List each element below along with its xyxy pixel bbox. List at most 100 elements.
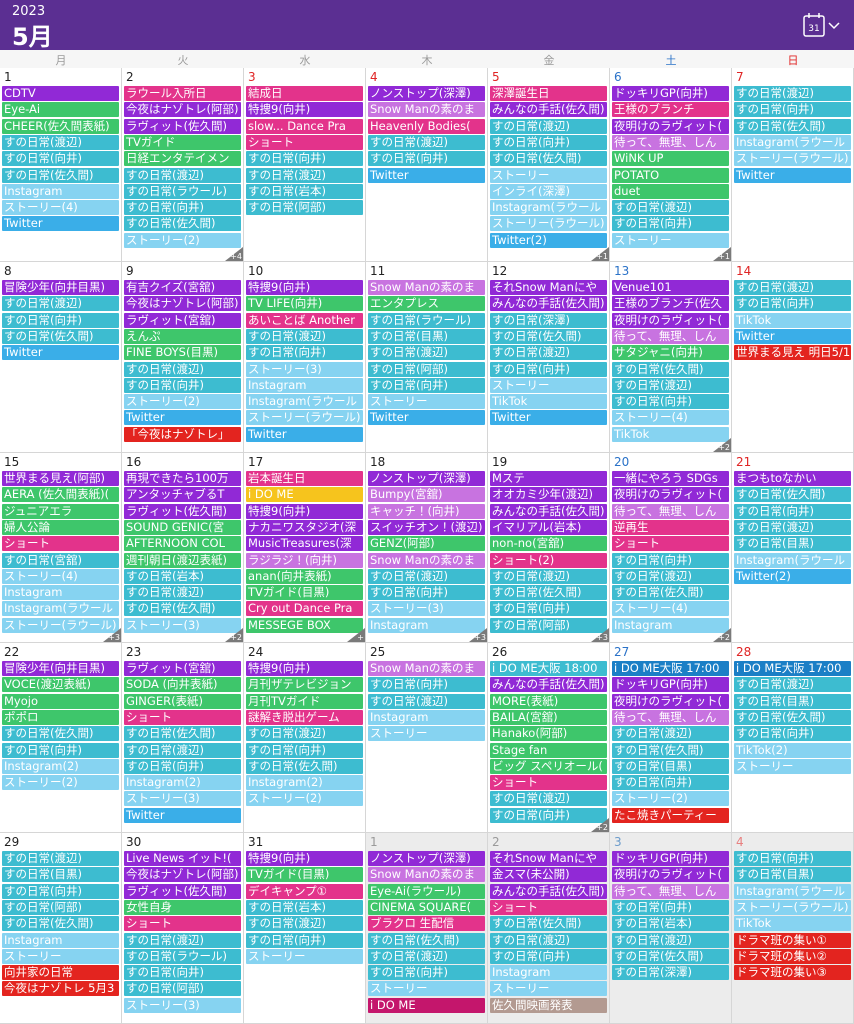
event[interactable]: すの日常(佐久間) [490, 585, 607, 601]
more-badge[interactable]: +3 [469, 628, 487, 642]
event[interactable]: ドッキリGP(向井) [612, 677, 729, 693]
event[interactable]: すの日常(向井) [246, 932, 363, 948]
event[interactable]: 一緒にやろう SDGs [612, 471, 729, 486]
event[interactable]: すの日常(佐久間) [368, 932, 485, 948]
event[interactable]: Twitter [246, 426, 363, 442]
event[interactable]: すの日常(向井) [246, 345, 363, 361]
event[interactable]: すの日常(渡辺) [368, 134, 485, 150]
event[interactable]: すの日常(目黒) [734, 867, 851, 883]
event[interactable]: ナカニワスタジオ(深 [246, 519, 363, 535]
event[interactable]: ストーリー(4) [612, 410, 729, 426]
more-badge[interactable]: +1 [713, 247, 731, 261]
event[interactable]: Live News イット!( [124, 851, 241, 866]
event[interactable]: FINE BOYS(目黒) [124, 345, 241, 361]
day-cell[interactable]: 21 まつもtoなかい すの日常(佐久間) すの日常(向井) すの日常(渡辺) すの日常(… [732, 453, 854, 643]
event[interactable]: すの日常(佐久間) [612, 361, 729, 377]
event[interactable]: anan(向井表紙) [246, 568, 363, 584]
day-cell[interactable]: 27 i DO ME大阪 17:00 ドッキリGP(向井) 夜明けのラヴィット(待って… [610, 643, 732, 833]
event[interactable]: すの日常(渡辺) [612, 200, 729, 216]
event[interactable]: すの日常(向井) [368, 965, 485, 981]
event[interactable]: すの日常(向井) [612, 899, 729, 915]
day-cell[interactable]: 15 世界まる見え(阿部) AERA (佐久間表紙)(ジュニアエラ 婦人公論 ショートす… [0, 453, 122, 643]
event[interactable]: すの日常(渡辺) [2, 296, 119, 312]
event[interactable]: ストーリー(3) [124, 997, 241, 1013]
more-badge[interactable]: +2 [713, 628, 731, 642]
event[interactable]: TVガイド [124, 134, 241, 150]
event[interactable]: すの日常(阿部) [368, 361, 485, 377]
event[interactable]: ポポロ [2, 709, 119, 725]
day-cell[interactable]: 7 すの日常(渡辺) すの日常(向井) すの日常(佐久間) Instagram(ラウール… [732, 68, 854, 262]
event[interactable]: ストーリー [368, 726, 485, 742]
event[interactable]: Twitter [490, 410, 607, 426]
event[interactable]: GENZ(阿部) [368, 536, 485, 552]
event[interactable]: ストーリー(4) [2, 568, 119, 584]
event[interactable]: BAILA(宮舘) [490, 709, 607, 725]
event[interactable]: すの日常(渡辺) [246, 328, 363, 344]
day-cell[interactable]: 30 Live News イット!(今夜はナゾトレ(阿部) ラヴィット(佐久間) 女性… [122, 833, 244, 1024]
event[interactable]: Instagram(2) [246, 775, 363, 791]
event[interactable]: すの日常(渡辺) [734, 280, 851, 295]
event[interactable]: Instagram(2) [2, 758, 119, 774]
event[interactable]: Twitter [368, 167, 485, 183]
event[interactable]: ストーリー [490, 377, 607, 393]
event[interactable]: TVガイド(目黒) [246, 867, 363, 883]
event[interactable]: すの日常(ラウール) [368, 312, 485, 328]
event[interactable]: えんぷ [124, 328, 241, 344]
day-cell[interactable]: 26 i DO ME大阪 18:00 みんなの手話(佐久間) MORE(表紙) BAIL… [488, 643, 610, 833]
event[interactable]: 夜明けのラヴィット( [612, 487, 729, 503]
event[interactable]: 待って、無理、しん [612, 883, 729, 899]
event[interactable]: Twitter [124, 410, 241, 426]
event[interactable]: ラウール入所日 [124, 86, 241, 101]
day-cell[interactable]: 10 特捜9(向井) TV LIFE(向井) あいことば Another すの日常(渡辺… [244, 262, 366, 453]
event[interactable]: すの日常(渡辺) [124, 585, 241, 601]
event[interactable]: すの日常(渡辺) [124, 167, 241, 183]
event[interactable]: すの日常(向井) [490, 807, 607, 823]
event[interactable]: ストーリー(ラウール) [490, 216, 607, 232]
day-cell[interactable]: 6 ドッキリGP(向井) 王様のブランチ 夜明けのラヴィット(待って、無理、しん WiN… [610, 68, 732, 262]
event[interactable]: すの日常(深澤) [612, 965, 729, 981]
event[interactable]: i DO ME [368, 997, 485, 1013]
event[interactable]: すの日常(向井) [612, 216, 729, 232]
event[interactable]: すの日常(佐久間) [124, 601, 241, 617]
day-cell[interactable]: 24 特捜9(向井) 月刊ザテレビジョン 月刊TVガイド 謎解き脱出ゲーム すの日常(渡辺… [244, 643, 366, 833]
event[interactable]: すの日常(目黒) [612, 758, 729, 774]
event[interactable]: Twitter [124, 807, 241, 823]
event[interactable]: すの日常(渡辺) [246, 726, 363, 742]
event[interactable]: すの日常(佐久間) [612, 948, 729, 964]
event[interactable]: Eye-Ai(ラウール) [368, 883, 485, 899]
day-cell[interactable]: 29 すの日常(渡辺) すの日常(目黒) すの日常(向井) すの日常(阿部) すの日常(佐… [0, 833, 122, 1024]
event[interactable]: Instagram(ラウール [246, 394, 363, 410]
event[interactable]: Twitter [734, 328, 851, 344]
event[interactable]: すの日常(渡辺) [612, 932, 729, 948]
event[interactable]: Snow Manの素のま [368, 552, 485, 568]
event[interactable]: ラヴィット(宮舘) [124, 312, 241, 328]
event[interactable]: 冒険少年(向井目黒) [2, 661, 119, 676]
day-cell[interactable]: 3 結成日 特捜9(向井) slow... Dance Pra ショート すの日常(向井)… [244, 68, 366, 262]
event[interactable]: すの日常(向井) [2, 151, 119, 167]
day-cell[interactable]: 2 ラウール入所日 今夜はナゾトレ(阿部) ラヴィット(佐久間) TVガイド 日経エンタテ… [122, 68, 244, 262]
event[interactable]: キャッチ！(向井) [368, 503, 485, 519]
event[interactable]: すの日常(阿部) [246, 200, 363, 216]
event[interactable]: ドラマ班の集い② [734, 948, 851, 964]
event[interactable]: Instagram(2) [124, 775, 241, 791]
event[interactable]: すの日常(佐久間) [490, 916, 607, 932]
event[interactable]: Twitter(2) [734, 568, 851, 584]
event[interactable]: Instagram(ラウール [734, 883, 851, 899]
event[interactable]: すの日常(向井) [490, 601, 607, 617]
event[interactable]: ビッグ スペリオール( [490, 758, 607, 774]
day-cell[interactable]: 13 Venue101 王様のブランチ(佐久 夜明けのラヴィット(待って、無理、しんサ… [610, 262, 732, 453]
event[interactable]: すの日常(向井) [246, 742, 363, 758]
event[interactable]: ストーリー [612, 232, 729, 248]
day-cell[interactable]: 17 岩本誕生日 i DO ME 特捜9(向井) ナカニワスタジオ(深 MusicTrea… [244, 453, 366, 643]
event[interactable]: すの日常(渡辺) [490, 118, 607, 134]
day-cell[interactable]: 4 すの日常(向井) すの日常(目黒) Instagram(ラウール ストーリー(ラウー… [732, 833, 854, 1024]
event[interactable]: すの日常(目黒) [368, 328, 485, 344]
day-cell[interactable]: 1 CDTV Eye-Ai CHEER(佐久間表紙) すの日常(渡辺) すの日常(向井) す… [0, 68, 122, 262]
more-badge[interactable]: +3 [591, 628, 609, 642]
event[interactable]: すの日常(岩本) [612, 916, 729, 932]
event[interactable]: ショート [2, 536, 119, 552]
event[interactable]: アンタッチャブるT [124, 487, 241, 503]
event[interactable]: Instagram(ラウール [490, 200, 607, 216]
event[interactable]: すの日常(向井) [612, 394, 729, 410]
event[interactable]: Twitter [368, 410, 485, 426]
